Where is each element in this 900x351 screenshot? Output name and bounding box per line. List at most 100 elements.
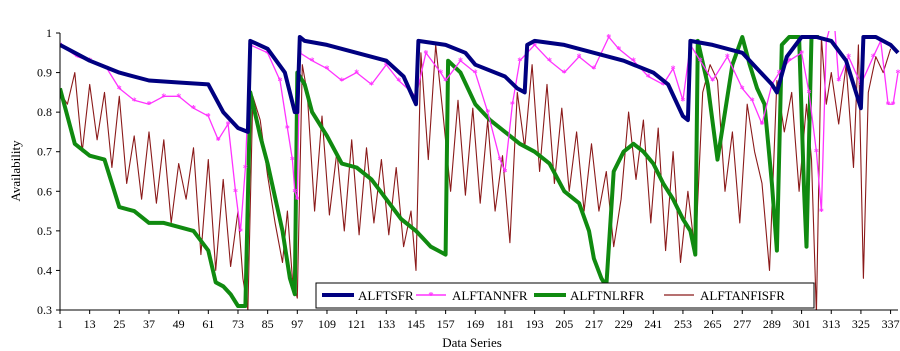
x-tick-label: 325 [852,317,870,331]
series-marker-alftannfr: * [547,57,552,68]
series-marker-alftannfr: * [206,112,211,123]
series-marker-alftannfr: * [438,69,443,80]
series-marker-alftannfr: * [238,227,243,238]
series-marker-alftannfr: * [671,65,676,76]
series-marker-alftannfr: * [740,84,745,95]
series-marker-alftannfr: * [631,57,636,68]
x-tick-label: 337 [882,317,900,331]
series-marker-alftannfr: * [233,187,238,198]
x-tick-label: 61 [202,317,214,331]
series-marker-alftannfr: * [750,96,755,107]
x-tick-label: 169 [466,317,484,331]
axis-layer [59,33,898,311]
series-marker-alftannfr: * [577,53,582,64]
series-line-alftsfr [60,35,900,134]
series-marker-alftannfr: * [878,37,883,48]
series-marker-alftannfr: * [310,57,315,68]
x-tick-label: 121 [348,317,366,331]
x-tick-label: 13 [84,317,96,331]
series-marker-alftannfr: * [871,53,876,64]
series-marker-alftannfr: * [846,53,851,64]
x-tick-label: 229 [615,317,633,331]
series-marker-alftannfr: * [117,84,122,95]
series-marker-alftannfr: * [147,100,152,111]
y-tick-label: 0.4 [37,263,52,277]
x-axis-title: Data Series [442,335,502,350]
series-marker-alftannfr: * [285,124,290,135]
x-tick-label: 277 [733,317,751,331]
series-line-alftanfisfr [60,36,892,310]
legend-label-alftnlrfr: ALFTNLRFR [570,288,645,303]
legend-item-alftanfisfr: ALFTANFISFR [664,288,785,303]
series-marker-alftannfr: * [725,53,730,64]
series-marker-alftannfr: * [532,41,537,52]
series-marker-alftannfr: * [278,77,283,88]
series-marker-alftannfr: * [886,100,891,111]
x-tick-label: 133 [377,317,395,331]
x-tick-label: 313 [822,317,840,331]
series-marker-alftannfr: * [396,77,401,88]
series-marker-alftannfr: * [292,187,297,198]
series-marker-alftannfr: * [819,207,824,218]
series-marker-alftannfr: * [787,57,792,68]
series-marker-alftannfr: * [777,69,782,80]
x-tick-layer: 1 13 25 37 49 61 73 85 97 109 121 133 145 157 169 181 19… [57,310,900,331]
series-marker-alftannfr: * [680,96,685,107]
series-marker-alftannfr: * [510,100,515,111]
series-marker-alftannfr: * [161,92,166,103]
series-marker-alftannfr: * [176,92,181,103]
series-marker-alftannfr: * [384,61,389,72]
series-marker-alftannfr: * [485,108,490,119]
series-marker-alftannfr: * [698,57,703,68]
y-tick-layer: 0.3 0.4 0.5 0.6 0.7 0.8 0.9 1 [37,26,60,317]
series-marker-alftannfr: * [473,69,478,80]
legend-item-alftnlrfr: ALFTNLRFR [534,288,645,303]
series-marker-alftannfr: * [443,77,448,88]
x-tick-label: 289 [763,317,781,331]
x-tick-label: 85 [262,317,274,331]
series-line-alftannfr [60,31,899,232]
series-marker-alftannfr: * [105,65,110,76]
legend-marker-alftannfr: * [428,290,434,302]
y-tick-label: 0.7 [37,145,52,159]
series-marker-alftannfr: * [216,136,221,147]
series-marker-alftannfr: * [891,100,896,111]
x-tick-label: 193 [526,317,544,331]
x-tick-label: 49 [173,317,185,331]
legend-label-alftsfr: ALFTSFR [358,288,414,303]
series-marker-alftannfr: * [132,96,137,107]
series-marker-alftannfr: * [295,195,300,206]
series-marker-alftannfr: * [243,164,248,175]
series-marker-alftannfr: * [824,37,829,48]
series-marker-alftannfr: * [75,53,80,64]
x-tick-label: 265 [704,317,722,331]
series-marker-alftannfr: * [369,80,374,91]
series-marker-alftannfr: * [458,57,463,68]
x-tick-label: 181 [496,317,514,331]
y-tick-label: 0.6 [37,184,52,198]
y-tick-label: 1 [46,26,52,40]
legend-item-alftsfr: ALFTSFR [322,288,414,303]
series-line-alftnlrfr [60,35,819,308]
series-marker-alftannfr: * [606,33,611,44]
series-layer: * **** ** *********************************… [60,31,900,310]
series-marker-alftannfr: * [799,49,804,60]
legend-item-alftannfr: * ALFTANNFR [416,288,528,303]
series-marker-alftannfr: * [836,77,841,88]
x-tick-label: 25 [113,317,125,331]
legend-label-alftanfisfr: ALFTANFISFR [700,288,785,303]
series-marker-alftannfr: * [290,156,295,167]
x-tick-label: 301 [793,317,811,331]
series-marker-alftannfr: * [562,69,567,80]
series-marker-alftannfr: * [807,88,812,99]
series-marker-alftannfr: * [646,73,651,84]
x-tick-label: 253 [674,317,692,331]
series-marker-alftannfr: * [423,49,428,60]
x-tick-label: 109 [318,317,336,331]
x-tick-label: 37 [143,317,155,331]
x-tick-label: 145 [407,317,425,331]
series-marker-alftannfr: * [896,69,900,80]
series-marker-alftannfr: * [265,49,270,60]
series-marker-alftannfr: * [498,156,503,167]
